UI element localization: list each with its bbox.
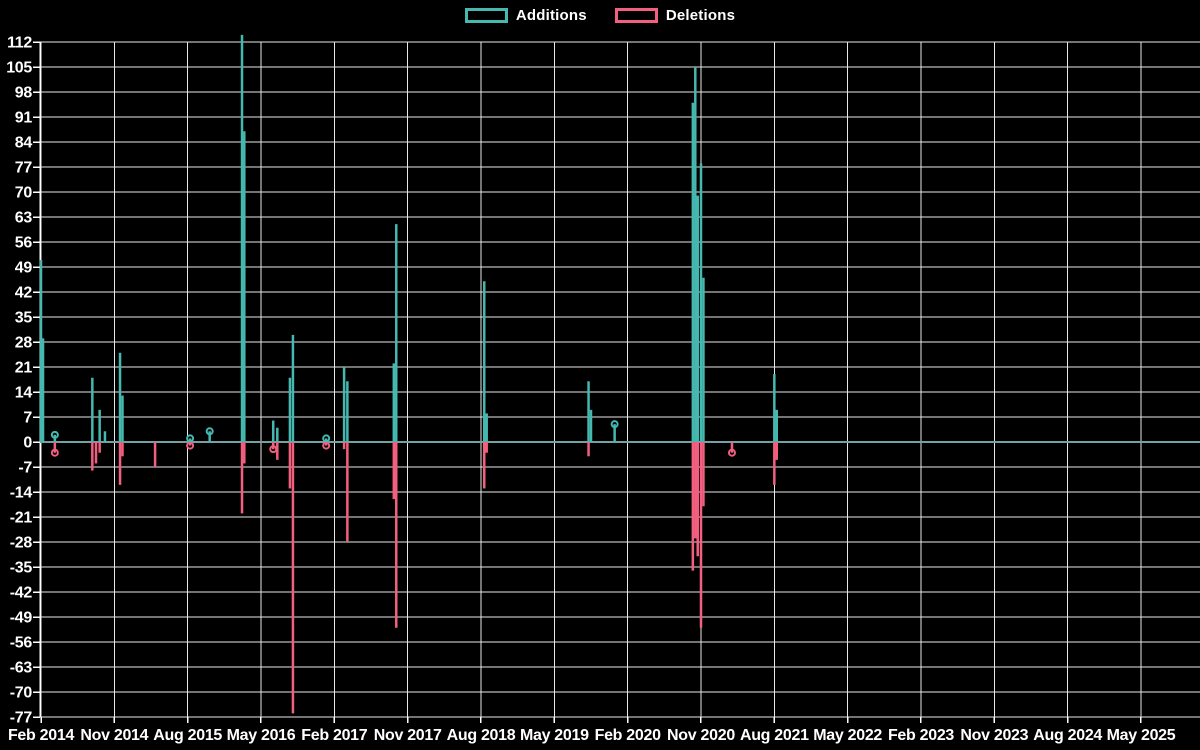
y-axis-label: 49 [15,260,33,277]
y-axis-label: -21 [10,510,33,527]
x-axis-label: Nov 2023 [960,727,1028,744]
x-axis-label: May 2016 [227,727,296,744]
x-axis-label: Nov 2020 [667,727,735,744]
y-axis-label: 28 [15,335,33,352]
deletions-point-marker [727,448,736,457]
y-axis-label: 42 [15,285,33,302]
x-axis-label: Feb 2020 [595,727,661,744]
y-axis-label: -28 [10,535,33,552]
x-axis-label: Nov 2017 [374,727,442,744]
y-axis-label: 112 [7,35,32,52]
y-axis-label: -42 [10,585,33,602]
chart-legend: Additions Deletions [0,7,1200,24]
additions-point-marker [205,427,214,436]
additions-point-marker [186,434,195,443]
y-axis-label: 91 [15,110,33,127]
y-axis-label: -49 [10,610,33,627]
y-axis-label: -77 [10,710,33,727]
y-axis-label: 14 [15,385,33,402]
legend-label-additions: Additions [515,7,587,24]
x-axis-label: Aug 2021 [740,727,809,744]
x-axis-label: May 2019 [520,727,589,744]
legend-label-deletions: Deletions [665,7,736,24]
y-axis-label: -56 [10,635,33,652]
y-axis-label: 84 [15,135,33,152]
additions-point-marker [322,434,331,443]
y-axis-label: 35 [15,310,33,327]
x-axis-label: Nov 2014 [80,727,148,744]
x-axis-label: May 2022 [813,727,882,744]
y-axis-label: 0 [23,435,32,452]
x-axis-label: May 2025 [1107,727,1176,744]
x-axis-label: Feb 2014 [8,727,74,744]
deletions-point-marker [186,441,195,450]
y-axis-label: -7 [18,460,32,477]
legend-item-deletions[interactable]: Deletions [614,7,736,24]
y-axis-label: 70 [15,185,33,202]
deletions-point-marker [50,448,59,457]
y-axis-label: 7 [23,410,32,427]
x-axis-label: Feb 2017 [301,727,367,744]
additions-point-marker [610,420,619,429]
x-axis-label: Aug 2018 [447,727,516,744]
y-axis-label: -14 [10,485,33,502]
x-axis-label: Feb 2023 [888,727,954,744]
additions-swatch-icon [464,8,508,23]
legend-item-additions[interactable]: Additions [464,7,587,24]
y-axis-label: -63 [10,660,33,677]
y-axis-label: 21 [15,360,33,377]
x-axis-label: Aug 2015 [153,727,222,744]
deletions-swatch-icon [614,8,658,23]
y-axis-label: 63 [15,210,33,227]
x-axis-label: Aug 2024 [1033,727,1102,744]
deletions-point-marker [322,441,331,450]
y-axis-label: 56 [15,235,33,252]
additions-point-marker [50,430,59,439]
y-axis-label: 98 [15,85,33,102]
y-axis-label: -70 [10,685,33,702]
y-axis-label: 105 [6,60,32,77]
y-axis-label: -35 [10,560,33,577]
y-axis-label: 77 [15,160,33,177]
